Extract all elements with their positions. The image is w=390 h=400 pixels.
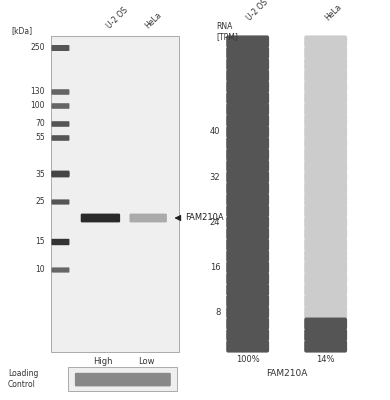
FancyBboxPatch shape	[304, 69, 347, 82]
FancyBboxPatch shape	[304, 114, 347, 127]
FancyBboxPatch shape	[226, 148, 269, 161]
FancyBboxPatch shape	[226, 69, 269, 82]
FancyBboxPatch shape	[304, 160, 347, 172]
FancyBboxPatch shape	[304, 295, 347, 308]
FancyBboxPatch shape	[304, 238, 347, 251]
FancyBboxPatch shape	[226, 171, 269, 183]
FancyBboxPatch shape	[226, 238, 269, 251]
FancyBboxPatch shape	[304, 92, 347, 104]
FancyBboxPatch shape	[51, 121, 69, 127]
FancyBboxPatch shape	[226, 306, 269, 319]
FancyBboxPatch shape	[226, 137, 269, 150]
Text: [kDa]: [kDa]	[12, 26, 33, 35]
FancyBboxPatch shape	[68, 367, 177, 391]
FancyBboxPatch shape	[81, 214, 120, 222]
Text: High: High	[94, 358, 113, 366]
FancyBboxPatch shape	[75, 373, 171, 386]
FancyBboxPatch shape	[51, 103, 69, 109]
FancyBboxPatch shape	[304, 340, 347, 352]
FancyBboxPatch shape	[226, 58, 269, 70]
FancyBboxPatch shape	[51, 267, 69, 273]
FancyBboxPatch shape	[304, 261, 347, 274]
Text: U-2 OS: U-2 OS	[105, 5, 129, 30]
FancyBboxPatch shape	[226, 47, 269, 59]
FancyBboxPatch shape	[51, 89, 69, 95]
Text: 16: 16	[210, 263, 220, 272]
FancyBboxPatch shape	[304, 148, 347, 161]
Text: Low: Low	[138, 358, 154, 366]
Text: HeLa: HeLa	[144, 10, 164, 30]
FancyBboxPatch shape	[226, 80, 269, 93]
FancyBboxPatch shape	[304, 137, 347, 150]
FancyBboxPatch shape	[304, 318, 347, 330]
FancyBboxPatch shape	[226, 103, 269, 116]
FancyBboxPatch shape	[304, 216, 347, 228]
FancyBboxPatch shape	[129, 214, 167, 222]
Text: 25: 25	[35, 198, 45, 206]
Text: 100: 100	[30, 102, 45, 110]
Text: Loading
Control: Loading Control	[8, 369, 38, 389]
FancyBboxPatch shape	[226, 92, 269, 104]
Text: RNA
[TPM]: RNA [TPM]	[216, 22, 238, 41]
FancyBboxPatch shape	[51, 36, 179, 352]
FancyBboxPatch shape	[51, 200, 69, 204]
Text: FAM210A: FAM210A	[266, 370, 307, 378]
FancyBboxPatch shape	[304, 205, 347, 217]
FancyBboxPatch shape	[304, 80, 347, 93]
FancyBboxPatch shape	[226, 114, 269, 127]
FancyBboxPatch shape	[304, 284, 347, 296]
FancyBboxPatch shape	[304, 36, 347, 48]
FancyBboxPatch shape	[304, 126, 347, 138]
FancyBboxPatch shape	[51, 135, 69, 141]
Text: 250: 250	[30, 44, 45, 52]
Text: HeLa: HeLa	[323, 2, 343, 22]
Text: 10: 10	[35, 266, 45, 274]
FancyBboxPatch shape	[304, 47, 347, 59]
FancyBboxPatch shape	[226, 205, 269, 217]
FancyBboxPatch shape	[304, 272, 347, 285]
Text: 70: 70	[35, 120, 45, 128]
Text: 35: 35	[35, 170, 45, 178]
FancyBboxPatch shape	[226, 340, 269, 352]
FancyBboxPatch shape	[226, 329, 269, 341]
FancyBboxPatch shape	[304, 182, 347, 194]
FancyBboxPatch shape	[226, 216, 269, 228]
Text: 8: 8	[215, 308, 220, 317]
FancyBboxPatch shape	[304, 103, 347, 116]
FancyBboxPatch shape	[51, 239, 69, 245]
FancyBboxPatch shape	[226, 182, 269, 194]
FancyBboxPatch shape	[226, 272, 269, 285]
FancyBboxPatch shape	[304, 58, 347, 70]
Text: 32: 32	[210, 172, 220, 182]
Text: 55: 55	[35, 134, 45, 142]
FancyBboxPatch shape	[304, 250, 347, 262]
FancyBboxPatch shape	[304, 194, 347, 206]
FancyBboxPatch shape	[226, 284, 269, 296]
FancyBboxPatch shape	[304, 227, 347, 240]
FancyBboxPatch shape	[226, 126, 269, 138]
FancyBboxPatch shape	[226, 250, 269, 262]
Text: 40: 40	[210, 128, 220, 136]
Text: 24: 24	[210, 218, 220, 227]
FancyBboxPatch shape	[226, 261, 269, 274]
FancyBboxPatch shape	[226, 36, 269, 48]
FancyBboxPatch shape	[51, 170, 69, 178]
FancyBboxPatch shape	[226, 194, 269, 206]
Text: 130: 130	[30, 88, 45, 96]
FancyBboxPatch shape	[226, 227, 269, 240]
Text: 100%: 100%	[236, 356, 259, 364]
FancyBboxPatch shape	[226, 160, 269, 172]
Text: FAM210A: FAM210A	[185, 214, 224, 222]
Text: 14%: 14%	[316, 356, 335, 364]
FancyBboxPatch shape	[226, 295, 269, 308]
Text: 15: 15	[35, 238, 45, 246]
FancyBboxPatch shape	[226, 318, 269, 330]
FancyBboxPatch shape	[51, 45, 69, 51]
Text: U-2 OS: U-2 OS	[245, 0, 270, 22]
FancyBboxPatch shape	[304, 306, 347, 319]
FancyBboxPatch shape	[51, 171, 69, 177]
FancyBboxPatch shape	[304, 329, 347, 341]
FancyBboxPatch shape	[304, 171, 347, 183]
